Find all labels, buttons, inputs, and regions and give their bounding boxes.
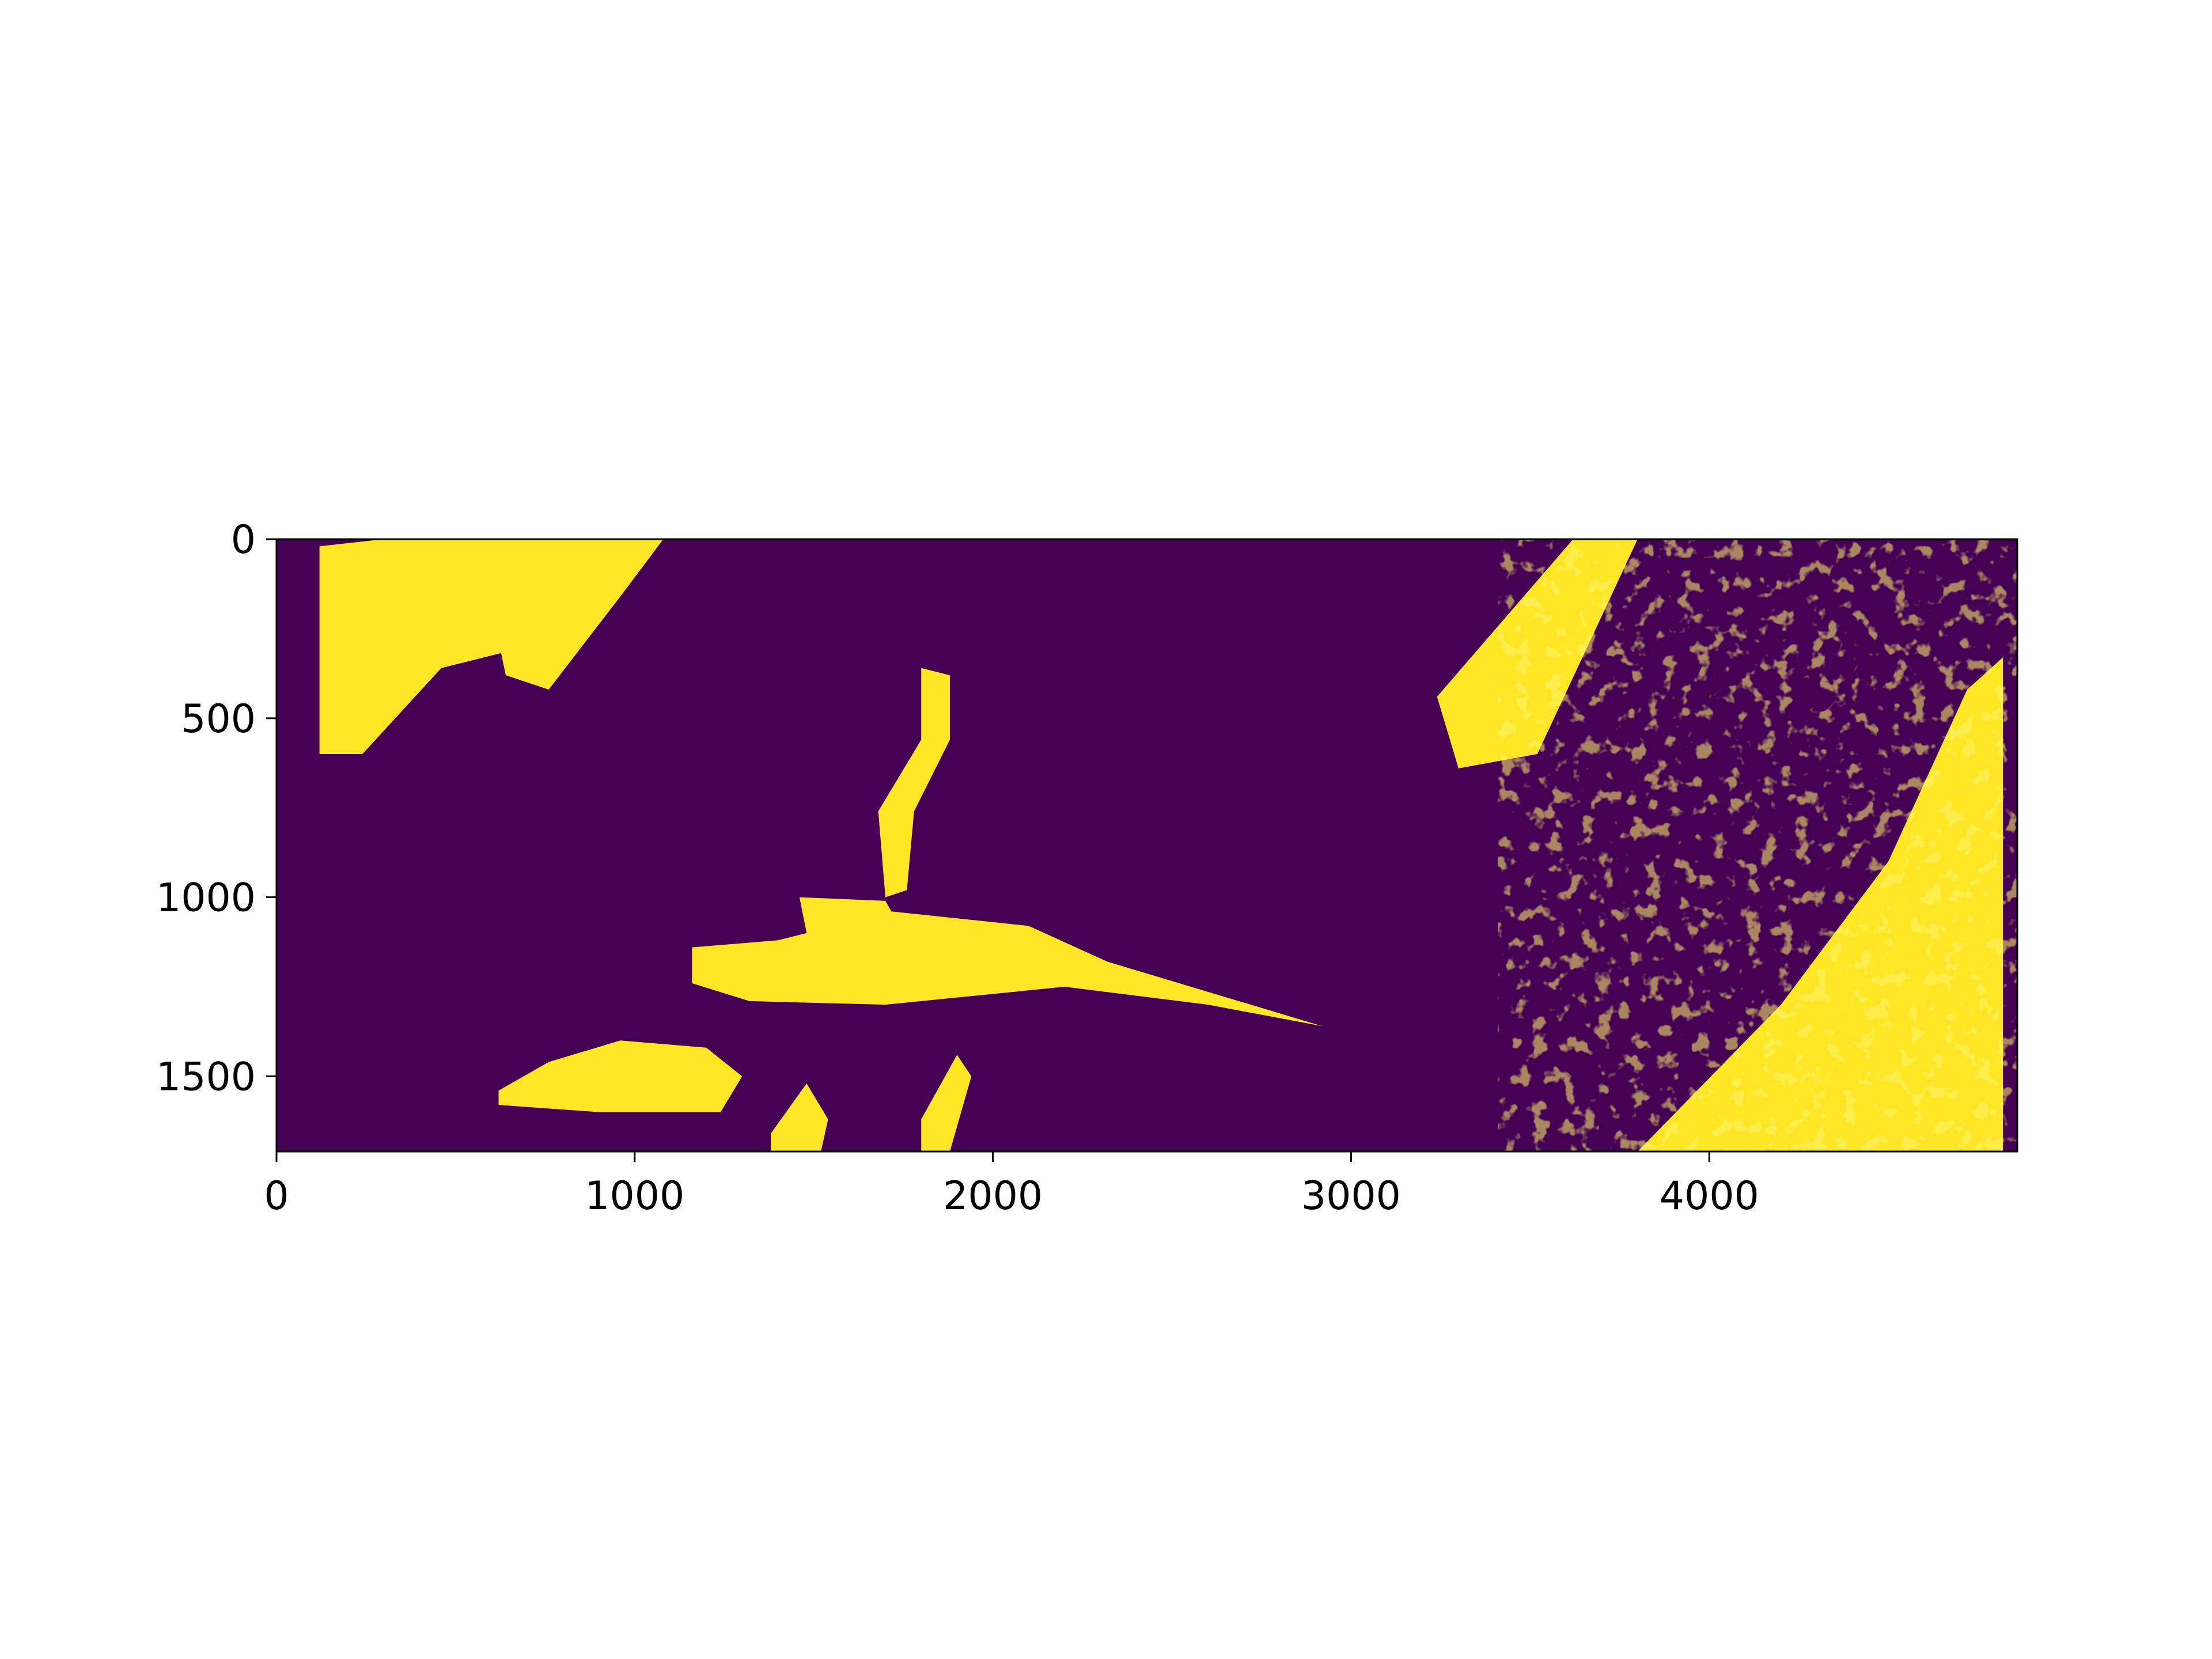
region-upper-left-fragments xyxy=(477,539,664,690)
x-tick-label: 2000 xyxy=(943,1173,1043,1219)
y-tick-label: 1000 xyxy=(156,876,256,921)
y-axis: 0 500 1000 1500 xyxy=(156,517,276,1100)
region-left-channel-arm xyxy=(799,897,900,933)
heatmap-texture xyxy=(1498,539,2017,1152)
region-bottom-channel-right xyxy=(921,1055,972,1152)
x-tick-label: 4000 xyxy=(1660,1173,1759,1219)
region-bottom-channel-lobes xyxy=(771,1083,828,1152)
y-tick-label: 0 xyxy=(231,517,256,563)
x-tick-label: 3000 xyxy=(1301,1173,1401,1219)
region-upper-left-bright-area xyxy=(319,539,528,754)
x-tick-label: 1000 xyxy=(585,1173,684,1219)
y-tick-label: 1500 xyxy=(156,1054,256,1100)
x-tick-label: 0 xyxy=(264,1173,289,1219)
region-central-large-water-body xyxy=(692,911,1323,1027)
region-lower-left-water-body xyxy=(498,1040,743,1112)
x-axis: 0 1000 2000 3000 4000 xyxy=(264,1152,1759,1219)
y-tick-label: 500 xyxy=(181,696,256,742)
plot-area xyxy=(275,538,2018,1153)
plot-frame xyxy=(275,538,2018,1153)
region-central-river-channel xyxy=(878,668,950,897)
